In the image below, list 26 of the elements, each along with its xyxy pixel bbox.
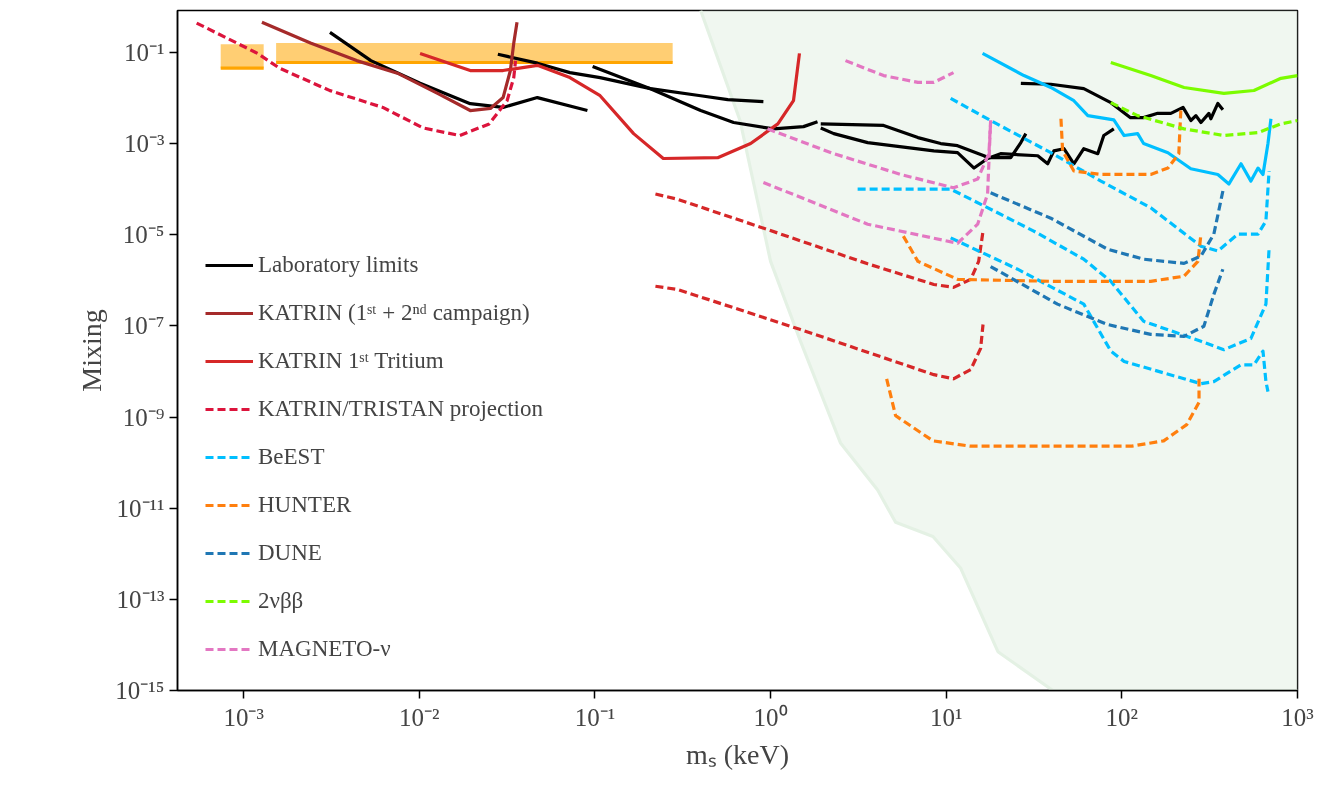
y-tick-label: 10⁻⁷ [122,312,165,340]
y-axis-title: Mixing [76,309,108,392]
legend-label: Laboratory limits [258,252,419,278]
y-tick-label: 10⁻¹³ [116,585,165,613]
y-tick-label: 10⁻³ [124,130,165,158]
legend-label: KATRIN/TRISTAN projection [258,396,543,422]
x-tick-label: 10³ [1281,703,1315,731]
y-tick-label: 10⁻⁵ [122,221,165,249]
x-tick-label: 10² [1105,703,1139,731]
legend-label: BeEST [258,444,325,470]
x-tick-label: 10⁻¹ [574,703,616,731]
x-axis-title: mₛ (keV) [685,738,790,770]
y-tick-label: 10⁻¹⁵ [115,677,165,704]
y-tick-label: 10⁻¹ [124,38,165,66]
legend-label: KATRIN (1ˢᵗ + 2ⁿᵈ campaign) [258,300,530,326]
x-tick-label: 10⁰ [753,703,788,731]
x-tick-label: 10⁻² [399,703,440,731]
legend-label: MAGNETO-ν [258,636,391,662]
y-tick-label: 10⁻⁹ [122,403,165,431]
x-tick-label: 10¹ [929,703,963,731]
x-tick-label: 10⁻³ [223,703,265,731]
legend-label: 2νββ [258,588,304,614]
y-tick-label: 10⁻¹¹ [116,494,165,522]
legend-label: KATRIN 1ˢᵗ Tritium [258,348,444,374]
legend-label: HUNTER [258,492,352,518]
legend-label: DUNE [258,540,322,566]
